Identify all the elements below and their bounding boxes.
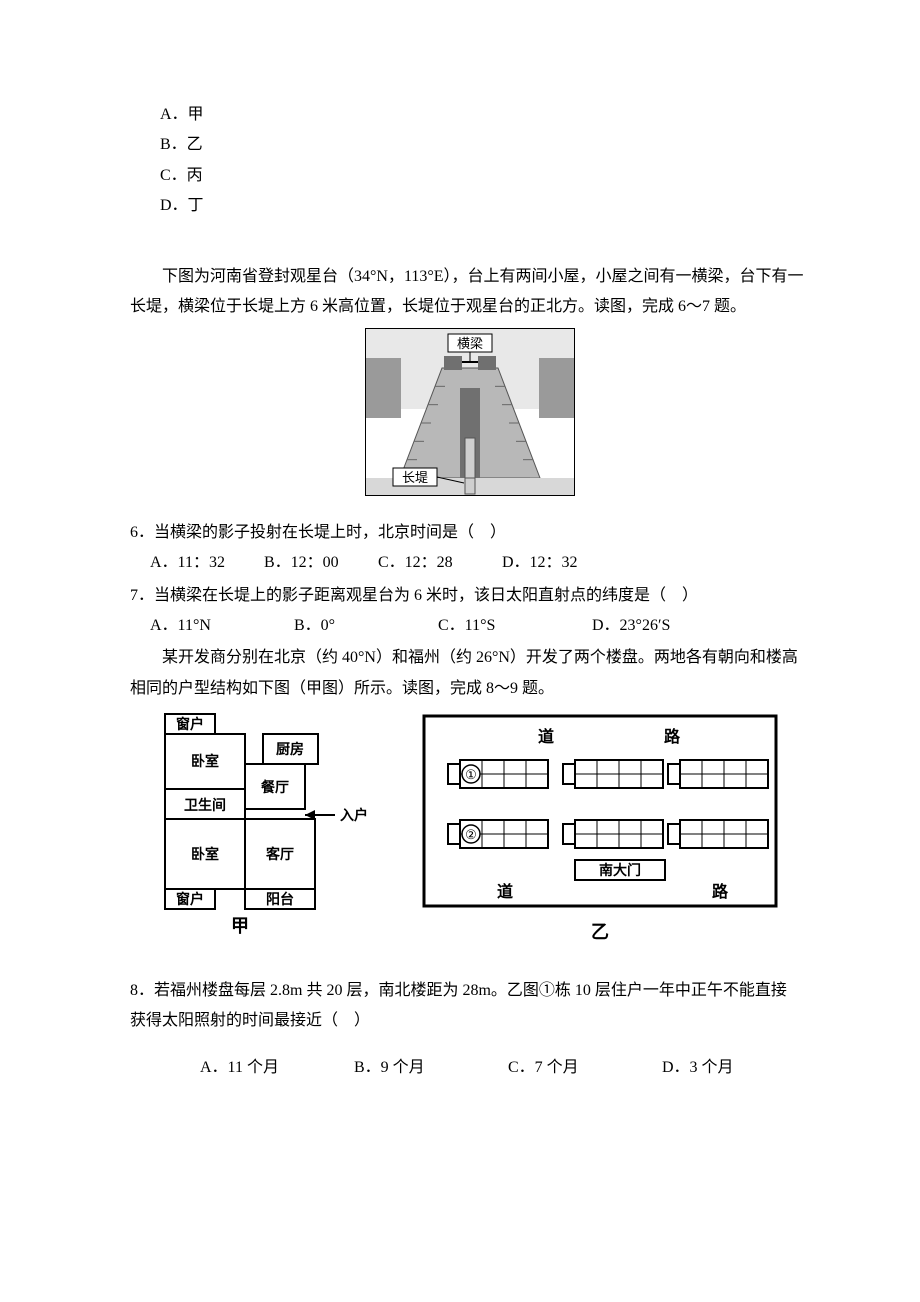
q7-b: B．0°	[294, 611, 434, 641]
q7-a: A．11°N	[150, 611, 290, 641]
q8-stem-line2: 获得太阳照射的时间最接近（ ）	[130, 1006, 810, 1036]
q6-c: C．12：28	[378, 548, 498, 578]
q8-d: D．3 个月	[662, 1053, 762, 1083]
svg-text:道: 道	[497, 882, 513, 901]
passage-developer: 某开发商分别在北京（约 40°N）和福州（约 26°N）开发了两个楼盘。两地各有…	[130, 643, 810, 704]
svg-text:客厅: 客厅	[265, 846, 294, 863]
svg-text:②: ②	[465, 827, 477, 842]
svg-text:长堤: 长堤	[402, 470, 428, 485]
q6-options: A．11：32 B．12：00 C．12：28 D．12：32	[130, 548, 810, 578]
svg-text:①: ①	[465, 767, 477, 782]
passage-dengfeng: 下图为河南省登封观星台（34°N，113°E），台上有两间小屋，小屋之间有一横梁…	[130, 262, 810, 323]
svg-text:路: 路	[664, 727, 681, 746]
svg-text:窗户: 窗户	[176, 891, 204, 908]
q6-stem: 6．当横梁的影子投射在长堤上时，北京时间是（ ）	[130, 518, 810, 548]
svg-text:卫生间: 卫生间	[184, 797, 226, 814]
q8-stem-line1: 8．若福州楼盘每层 2.8m 共 20 层，南北楼距为 28m。乙图①栋 10 …	[130, 976, 810, 1006]
q7-c: C．11°S	[438, 611, 588, 641]
svg-text:餐厅: 餐厅	[260, 779, 289, 796]
svg-text:卧室: 卧室	[191, 846, 219, 863]
q7-options: A．11°N B．0° C．11°S D．23°26′S	[130, 611, 810, 641]
option-a: A．甲	[160, 100, 810, 130]
svg-text:阳台: 阳台	[266, 891, 294, 908]
option-c: C．丙	[160, 161, 810, 191]
q7-stem: 7．当横梁在长堤上的影子距离观星台为 6 米时，该日太阳直射点的纬度是（ ）	[130, 581, 810, 611]
svg-text:入户: 入户	[340, 807, 368, 824]
svg-text:横梁: 横梁	[457, 336, 483, 351]
q8-a: A．11 个月	[200, 1053, 350, 1083]
option-d: D．丁	[160, 191, 810, 221]
option-b: B．乙	[160, 130, 810, 160]
q8-options: A．11 个月 B．9 个月 C．7 个月 D．3 个月	[130, 1053, 810, 1083]
q6-b: B．12：00	[264, 548, 374, 578]
q6-a: A．11：32	[150, 548, 260, 578]
svg-text:南大门: 南大门	[599, 862, 641, 879]
q7-d: D．23°26′S	[592, 611, 712, 641]
prev-question-options: A．甲 B．乙 C．丙 D．丁	[160, 100, 810, 222]
svg-text:路: 路	[712, 882, 729, 901]
q8-b: B．9 个月	[354, 1053, 504, 1083]
svg-text:乙: 乙	[591, 922, 609, 942]
q8-c: C．7 个月	[508, 1053, 658, 1083]
svg-text:卧室: 卧室	[191, 753, 219, 770]
figure-floorplans: 窗户卧室厨房餐厅卫生间入户卧室客厅窗户阳台甲 道路①②南大门道路乙	[130, 712, 810, 962]
svg-text:窗户: 窗户	[176, 716, 204, 733]
svg-text:道: 道	[538, 727, 554, 746]
figure-observatory: 横梁长堤	[130, 328, 810, 507]
svg-text:甲: 甲	[231, 916, 249, 936]
q6-d: D．12：32	[502, 548, 612, 578]
svg-text:厨房: 厨房	[276, 741, 304, 758]
